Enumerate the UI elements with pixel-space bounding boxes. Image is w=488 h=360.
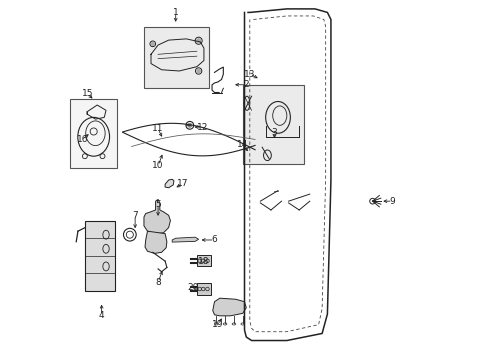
Bar (242, 85, 304, 164)
Bar (242, 141, 251, 145)
Text: 4: 4 (99, 311, 104, 320)
Text: 9: 9 (389, 197, 395, 206)
Text: 15: 15 (81, 89, 93, 98)
Text: 12: 12 (196, 123, 207, 132)
Text: 19: 19 (212, 320, 224, 329)
Text: 20: 20 (187, 283, 199, 292)
Bar (143, 27, 209, 88)
Polygon shape (212, 298, 246, 316)
Text: 2: 2 (243, 80, 248, 89)
Text: 5: 5 (155, 200, 161, 209)
Text: 14: 14 (237, 140, 248, 149)
Circle shape (197, 69, 200, 73)
Circle shape (151, 42, 154, 45)
Polygon shape (143, 199, 170, 234)
Text: 16: 16 (76, 135, 88, 144)
Bar (197, 283, 210, 294)
Text: 17: 17 (177, 179, 188, 188)
Circle shape (188, 123, 191, 127)
Bar (85, 221, 115, 291)
Text: 13: 13 (244, 70, 255, 79)
Polygon shape (165, 179, 174, 188)
Bar (197, 255, 210, 266)
Text: 8: 8 (155, 278, 161, 287)
Text: 6: 6 (211, 235, 217, 244)
Bar (242, 152, 251, 156)
Text: 10: 10 (152, 161, 163, 170)
Bar (70, 99, 117, 168)
Text: 3: 3 (271, 128, 277, 137)
Text: 1: 1 (172, 8, 178, 17)
Text: 18: 18 (198, 257, 209, 266)
Text: 7: 7 (132, 211, 138, 220)
Polygon shape (172, 237, 198, 242)
Text: 11: 11 (152, 124, 163, 133)
Circle shape (197, 39, 200, 42)
Polygon shape (145, 231, 166, 253)
